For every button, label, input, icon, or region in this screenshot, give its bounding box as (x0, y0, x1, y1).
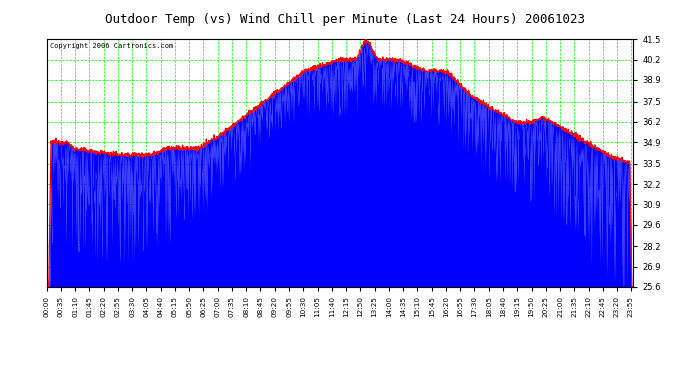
Text: Copyright 2006 Cartronics.com: Copyright 2006 Cartronics.com (50, 43, 173, 49)
Text: Outdoor Temp (vs) Wind Chill per Minute (Last 24 Hours) 20061023: Outdoor Temp (vs) Wind Chill per Minute … (105, 13, 585, 26)
